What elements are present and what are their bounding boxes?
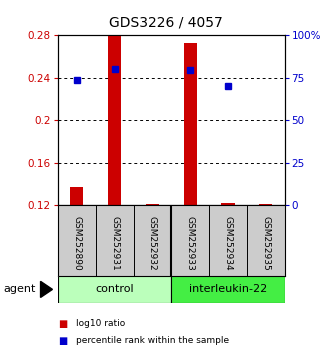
Text: ■: ■ — [58, 336, 67, 346]
Text: percentile rank within the sample: percentile rank within the sample — [76, 336, 229, 345]
Text: agent: agent — [3, 284, 36, 295]
Bar — [146, 204, 159, 205]
Text: log10 ratio: log10 ratio — [76, 319, 125, 329]
Bar — [171, 276, 285, 303]
Text: GSM252890: GSM252890 — [72, 216, 81, 271]
Text: control: control — [95, 284, 134, 295]
Text: GSM252933: GSM252933 — [186, 216, 195, 271]
Text: ■: ■ — [58, 319, 67, 329]
Bar — [70, 187, 83, 205]
Text: GSM252932: GSM252932 — [148, 216, 157, 270]
Bar — [259, 204, 272, 205]
Text: interleukin-22: interleukin-22 — [189, 284, 267, 295]
Text: GSM252935: GSM252935 — [261, 216, 270, 271]
Bar — [58, 276, 171, 303]
Text: GDS3226 / 4057: GDS3226 / 4057 — [109, 16, 222, 30]
Text: GSM252934: GSM252934 — [223, 216, 232, 270]
Bar — [221, 203, 235, 205]
Bar — [184, 43, 197, 205]
Text: GSM252931: GSM252931 — [110, 216, 119, 271]
Bar — [108, 36, 121, 205]
Polygon shape — [40, 281, 52, 297]
